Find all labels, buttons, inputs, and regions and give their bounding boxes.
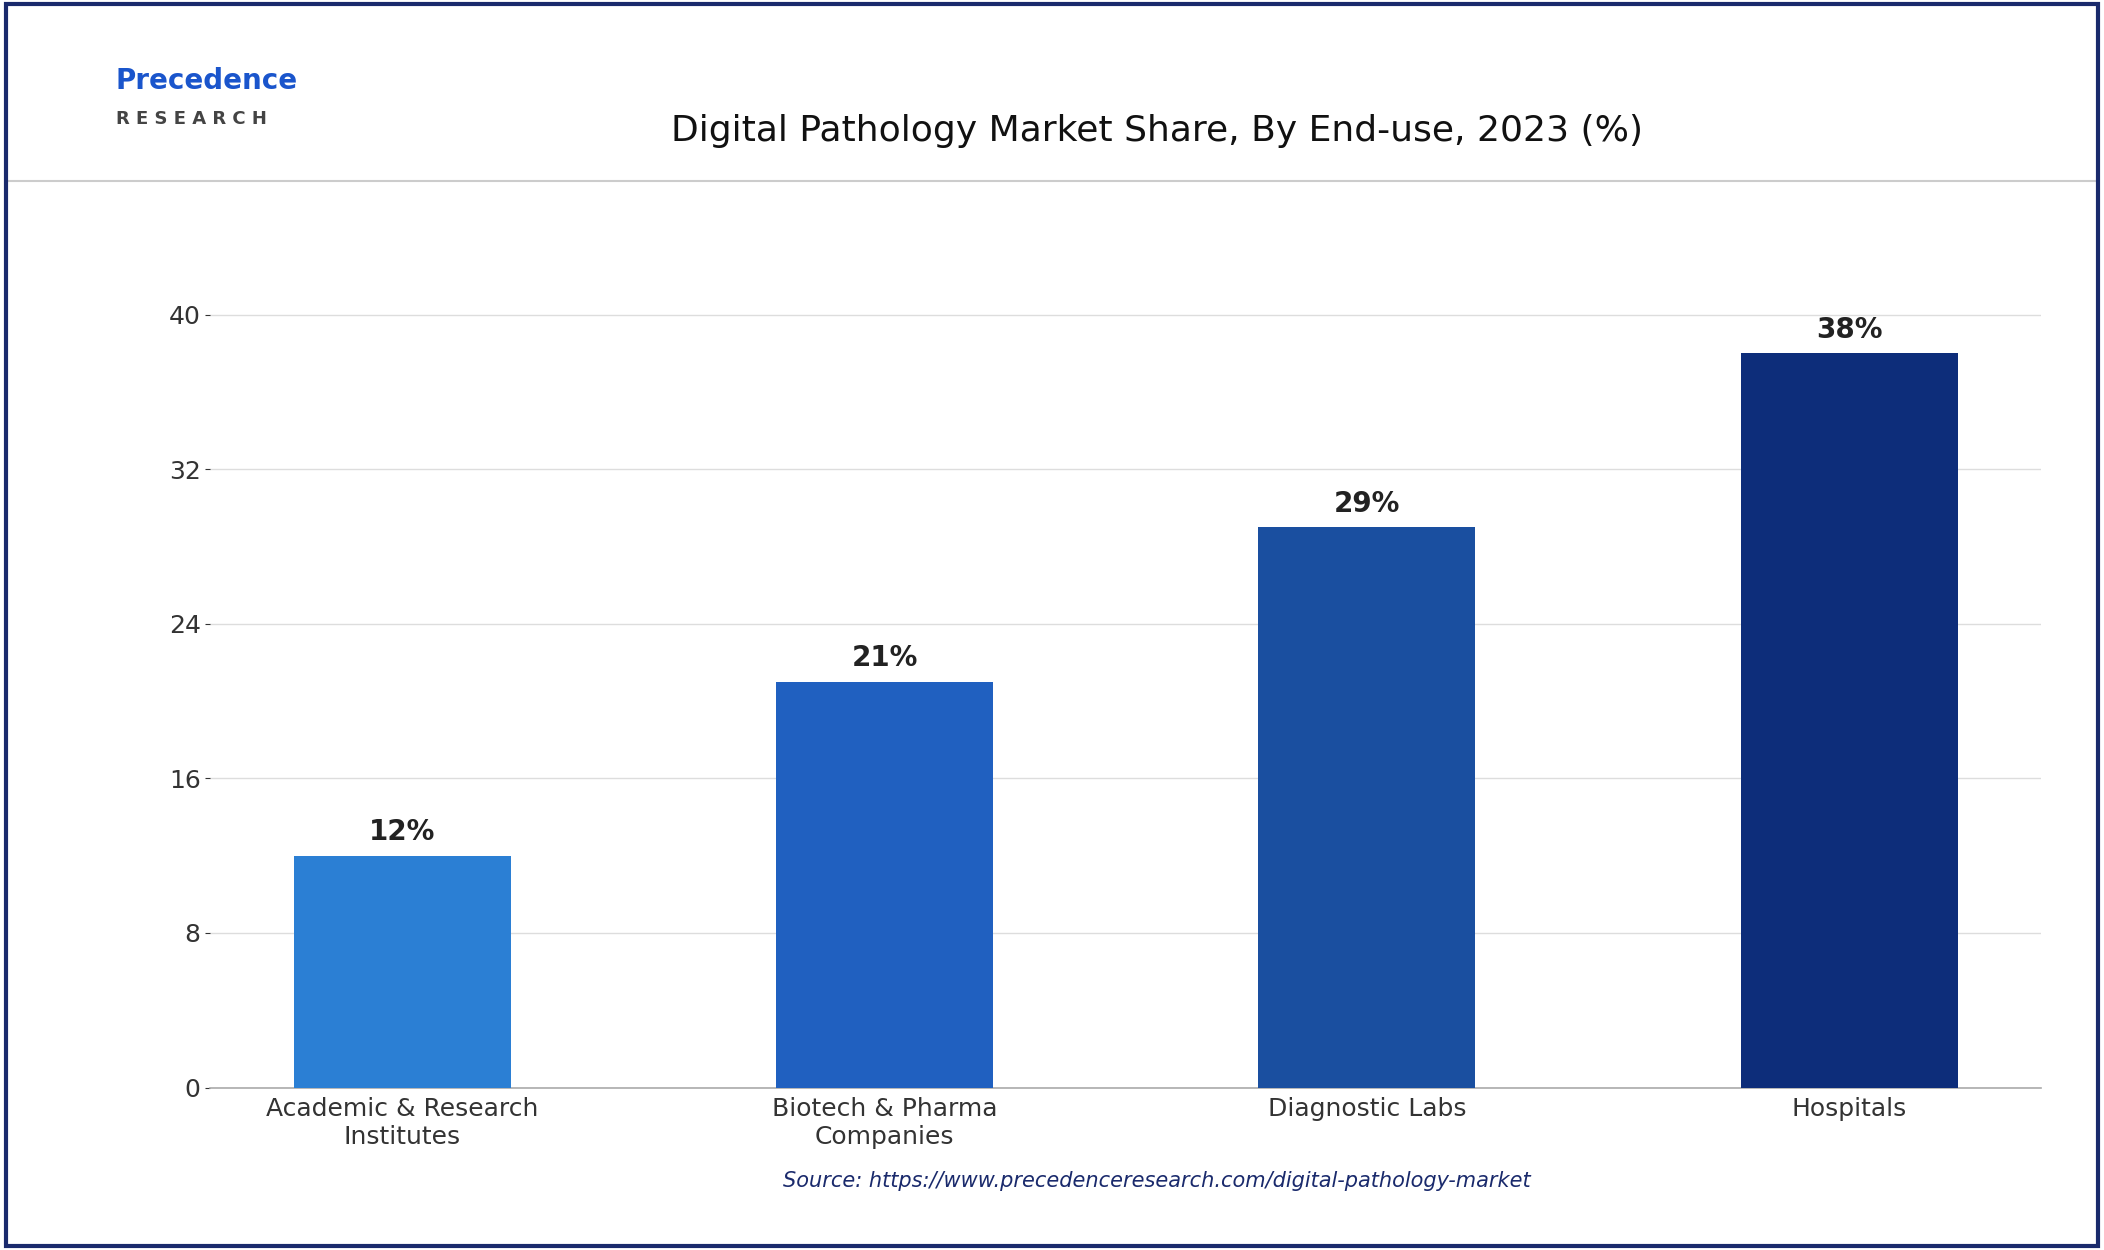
Text: Digital Pathology Market Share, By End-use, 2023 (%): Digital Pathology Market Share, By End-u… [671,114,1643,149]
Text: Source: https://www.precedenceresearch.com/digital-pathology-market: Source: https://www.precedenceresearch.c… [783,1171,1532,1191]
Text: 29%: 29% [1334,490,1399,518]
Bar [776,681,993,1088]
Bar [1740,354,1957,1088]
Text: 38%: 38% [1816,316,1883,344]
Text: Precedence: Precedence [116,68,299,95]
Text: R E S E A R C H: R E S E A R C H [116,110,267,128]
Bar [1258,528,1475,1088]
Bar [295,856,511,1088]
Text: 21%: 21% [852,644,917,672]
Text: 12%: 12% [368,818,436,846]
